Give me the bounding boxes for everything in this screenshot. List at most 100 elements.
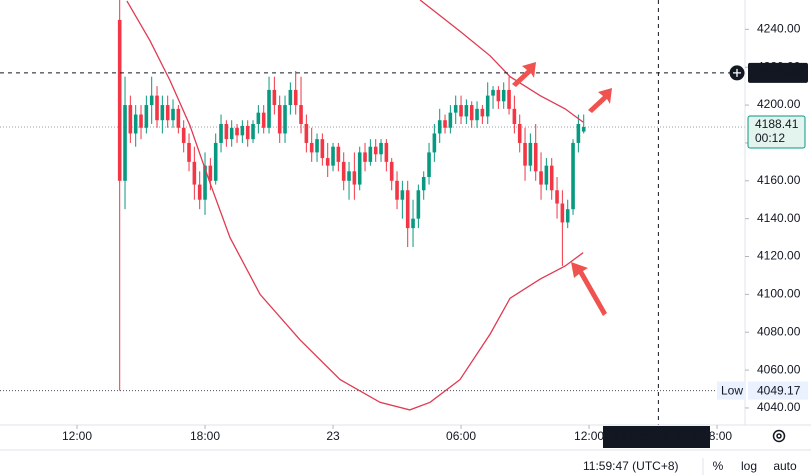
candle-body (507, 89, 511, 109)
candle-body (181, 127, 186, 143)
candle-body (501, 89, 506, 102)
arrow (512, 62, 536, 87)
candle-body (544, 165, 549, 185)
x-tick-label: 12:00 (62, 429, 92, 443)
band-line (419, 0, 584, 123)
crosshair-price-label: 4216.99 (757, 66, 801, 80)
crosshair-time-box (603, 426, 710, 448)
y-tick-label: 4080.00 (757, 324, 801, 338)
status-button[interactable]: % (713, 459, 724, 473)
plus-icon (733, 68, 741, 77)
candle-body (581, 127, 586, 132)
settings-icon[interactable] (772, 429, 786, 443)
candle-body (128, 105, 133, 134)
candle-body (555, 190, 559, 204)
candle-body (277, 105, 282, 134)
y-tick-label: 4100.00 (757, 287, 801, 301)
candle-body (368, 146, 373, 162)
candle-body (325, 158, 330, 166)
candle-body (560, 203, 565, 223)
candle-body (480, 108, 485, 117)
candle-body (469, 105, 474, 121)
candle-body (379, 142, 383, 155)
y-tick-label: 4160.00 (757, 173, 801, 187)
status-button[interactable]: log (741, 459, 757, 473)
y-tick-label: 4240.00 (757, 22, 801, 36)
candle-body (432, 133, 437, 153)
low-label-box (717, 381, 745, 400)
y-tick-label: 4120.00 (757, 249, 801, 263)
candle-body (117, 19, 122, 181)
plot-area (0, 0, 745, 425)
candle-body (171, 108, 175, 121)
candle-body (389, 161, 394, 181)
candle-body (448, 112, 453, 128)
candle-body (357, 152, 362, 185)
candle-body (496, 89, 501, 102)
candle-body (421, 177, 426, 191)
x-tick-label: 18:00 (190, 429, 220, 443)
candle-body (272, 89, 277, 106)
arrow (588, 88, 612, 113)
candle-body (400, 190, 405, 200)
candle-body (165, 105, 170, 121)
candle-body (288, 89, 293, 106)
low-price-label: 4049.17 (757, 383, 801, 397)
candle-body (219, 123, 223, 143)
candle-body (224, 123, 229, 140)
candle-body (395, 180, 399, 200)
candle-body (576, 123, 581, 143)
candle-body (304, 123, 309, 143)
candle-body (235, 127, 239, 136)
candle-body (347, 171, 351, 181)
countdown-label: 00:12 (755, 131, 785, 145)
candle-body (123, 105, 127, 181)
candle-body (320, 139, 325, 159)
candle-body (315, 139, 319, 153)
candle-body (437, 120, 442, 134)
arrows (512, 62, 612, 316)
candle-body (139, 114, 143, 128)
crosshair-price-box (748, 62, 808, 83)
candle-body (256, 112, 261, 124)
candle-body (459, 105, 463, 117)
candle-body (144, 105, 149, 128)
low-price-box (748, 381, 808, 400)
candle-body (155, 95, 159, 121)
y-tick-label: 4140.00 (757, 211, 801, 225)
candle-body (293, 89, 298, 106)
candle-body (261, 112, 266, 128)
candle-body (565, 209, 570, 223)
arrow (571, 262, 607, 316)
candle-body (443, 120, 447, 128)
x-tick-label: 23 (326, 429, 340, 443)
candle-body (187, 142, 191, 162)
candle-body (464, 105, 469, 117)
candle-body (549, 165, 554, 191)
y-tick-label: 4200.00 (757, 97, 801, 111)
candle-body (533, 142, 538, 172)
status-button[interactable]: auto (773, 459, 797, 473)
candle-body (411, 218, 415, 229)
candle-body (229, 127, 234, 140)
candle-body (571, 142, 575, 210)
y-tick-label: 4060.00 (757, 362, 801, 376)
candle-body (373, 146, 378, 155)
candle-body (331, 146, 335, 166)
candle-body (160, 105, 165, 121)
candle-body (149, 95, 154, 106)
candle-body (352, 171, 357, 185)
candle-body (416, 190, 421, 219)
candle-body (517, 123, 522, 143)
candle-body (405, 190, 410, 229)
y-tick-label: 4040.00 (757, 400, 801, 414)
candle-body (203, 165, 207, 200)
candle-body (309, 142, 314, 153)
candle-body (384, 142, 389, 162)
candle-body (491, 89, 495, 96)
last-price-box (747, 115, 806, 149)
candle-body (485, 95, 490, 117)
x-tick-label: 06:00 (446, 429, 476, 443)
